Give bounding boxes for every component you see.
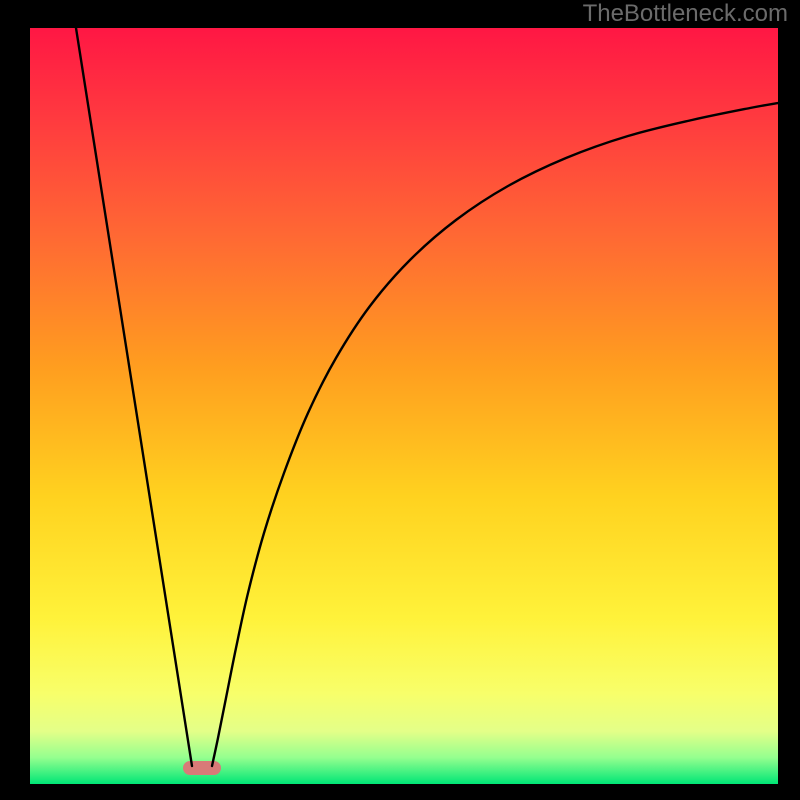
plot-area — [30, 28, 778, 784]
frame-border-left — [0, 0, 30, 800]
bottleneck-curve — [30, 28, 778, 784]
frame-border-right — [778, 0, 800, 800]
frame-border-bottom — [0, 784, 800, 800]
chart-root: { "canvas": { "width": 800, "height": 80… — [0, 0, 800, 800]
watermark-text: TheBottleneck.com — [583, 0, 788, 28]
